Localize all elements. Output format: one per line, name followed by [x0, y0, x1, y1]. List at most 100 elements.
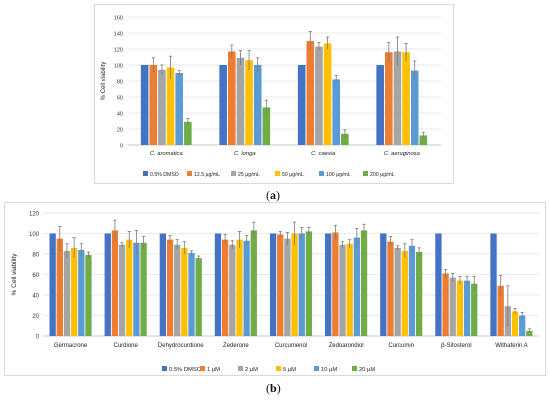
bar — [490, 233, 497, 336]
bar — [393, 51, 402, 145]
legend-label: 0.5% DMSO — [150, 172, 179, 178]
y-tick-label: 100 — [29, 232, 40, 238]
bar — [519, 315, 526, 336]
bar — [56, 238, 63, 336]
bar — [49, 233, 56, 336]
category-label: Zederone — [223, 343, 249, 349]
bar — [305, 231, 313, 336]
y-tick-label: 40 — [117, 112, 123, 118]
y-tick-label: 20 — [32, 314, 39, 320]
bar — [221, 239, 229, 336]
bar — [346, 243, 353, 336]
bar — [63, 250, 71, 336]
bar — [85, 255, 92, 336]
bar — [78, 249, 85, 336]
bar — [70, 247, 78, 336]
bar — [332, 79, 341, 145]
legend-swatch — [187, 171, 192, 176]
bar — [133, 242, 140, 336]
y-tick-label: 60 — [117, 96, 123, 102]
bar — [214, 233, 222, 336]
bar — [188, 252, 195, 336]
bar — [195, 258, 202, 336]
bar — [339, 244, 346, 336]
bar — [435, 233, 442, 336]
category-label: β-Sitosterol — [441, 343, 471, 349]
bar — [140, 242, 147, 336]
y-tick-label: 20 — [117, 128, 123, 134]
chart-panel-a: 0 20 40 60 80 100 120 140 160 % Cell viability C. … — [94, 4, 454, 184]
legend-label: 50 µg/mL — [282, 172, 304, 178]
legend-swatch — [143, 171, 148, 176]
bar — [511, 311, 519, 336]
legend-swatch — [363, 171, 368, 176]
bar — [297, 65, 306, 145]
y-tick-label: 140 — [114, 32, 123, 38]
bar — [184, 121, 192, 145]
bar — [341, 133, 349, 145]
y-tick-label: 0 — [36, 335, 40, 341]
category-label: C. longa — [234, 151, 256, 157]
legend-label: 20 µM — [359, 367, 375, 373]
y-tick-label: 40 — [32, 294, 39, 300]
bar — [149, 65, 158, 145]
category-label: C. caesia — [311, 151, 336, 157]
bar — [243, 240, 250, 336]
bar — [158, 69, 166, 145]
bar — [284, 238, 291, 336]
bar — [277, 234, 284, 336]
legend-label: 10 µM — [321, 367, 337, 373]
chart-a: 0 20 40 60 80 100 120 140 160 % Cell viability C. … — [101, 16, 441, 178]
bar — [219, 65, 227, 145]
bar — [236, 239, 243, 336]
legend-swatch — [231, 171, 236, 176]
bar — [380, 233, 387, 336]
bar — [229, 244, 236, 336]
bar — [166, 239, 174, 336]
legend-swatch — [162, 366, 167, 371]
bar — [401, 250, 408, 336]
legend-label: 1 µM — [207, 367, 220, 373]
bar — [449, 277, 456, 336]
bar — [227, 51, 236, 145]
legend-swatch — [276, 366, 281, 371]
bar — [471, 283, 478, 336]
y-axis-label: % Cell viability — [101, 62, 107, 101]
category-label: Zedoarondiol — [329, 343, 364, 349]
bar — [250, 230, 257, 336]
bar — [402, 52, 410, 146]
bar — [463, 280, 471, 336]
bar — [306, 41, 315, 145]
bar — [175, 73, 184, 145]
bar — [269, 233, 277, 336]
bar — [104, 233, 111, 336]
category-label: C. aromatica — [150, 151, 184, 157]
category-label: Withaferin A — [495, 343, 527, 349]
caption-a: (a) — [266, 188, 280, 202]
bar — [253, 65, 262, 145]
bar — [126, 239, 133, 336]
bar — [387, 241, 394, 336]
legend-label: 0.5% DMSO — [169, 367, 202, 373]
chart-b: 0 20 40 60 80 100 120 % Cell viability Germacron… — [11, 212, 539, 373]
bar — [159, 233, 167, 336]
bar — [456, 280, 464, 336]
bar — [394, 247, 401, 336]
legend-label: 100 µg/mL — [326, 172, 351, 178]
legend-swatch — [319, 171, 324, 176]
bar — [419, 135, 428, 145]
y-tick-label: 100 — [114, 64, 123, 70]
bar — [376, 65, 384, 145]
category-label: Dehydrocurdione — [158, 343, 204, 349]
legend-swatch — [352, 366, 357, 371]
bar — [236, 57, 245, 145]
bar — [384, 52, 393, 146]
bar — [526, 330, 533, 336]
legend-swatch — [238, 366, 243, 371]
category-label: Curcumenol — [275, 343, 307, 349]
legend-label: 5 µM — [283, 367, 296, 373]
y-tick-label: 160 — [114, 16, 123, 22]
category-label: Germacrone — [54, 343, 88, 349]
bar — [332, 232, 339, 336]
bar — [262, 107, 271, 145]
